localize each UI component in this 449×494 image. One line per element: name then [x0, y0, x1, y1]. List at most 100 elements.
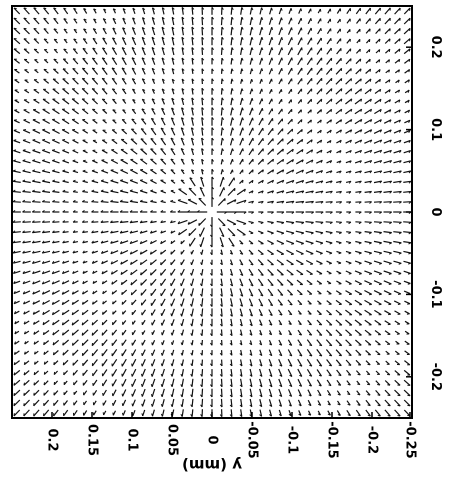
- field-arrow: [220, 308, 223, 317]
- field-arrow: [122, 8, 126, 14]
- field-arrow: [374, 119, 382, 125]
- field-arrow: [62, 58, 69, 65]
- field-arrow: [287, 47, 293, 56]
- field-arrow-head: [191, 137, 194, 141]
- field-arrow-head: [219, 333, 223, 337]
- field-arrow-head: [209, 293, 213, 297]
- field-arrow-head: [229, 404, 233, 408]
- field-arrow-head: [219, 374, 223, 377]
- field-arrow: [181, 88, 185, 95]
- field-arrow-head: [260, 263, 264, 266]
- field-arrow-head: [290, 8, 293, 11]
- field-arrow-head: [398, 129, 402, 133]
- field-arrow-head: [151, 17, 155, 20]
- field-arrow: [267, 259, 274, 266]
- field-arrow-head: [219, 252, 223, 256]
- field-arrow: [32, 280, 41, 285]
- field-arrow: [307, 27, 312, 35]
- field-arrow-head: [211, 7, 215, 10]
- field-arrow: [403, 201, 412, 203]
- field-arrow-head: [61, 301, 64, 305]
- field-arrow-head: [170, 199, 174, 202]
- field-arrow-head: [399, 201, 402, 204]
- field-arrow: [12, 221, 21, 223]
- field-arrow-head: [73, 48, 77, 50]
- field-arrow-head: [129, 179, 133, 181]
- field-arrow: [287, 378, 293, 387]
- field-arrow-head: [110, 209, 113, 213]
- field-arrow-head: [329, 344, 332, 347]
- field-arrow-head: [399, 211, 402, 215]
- field-arrow: [403, 369, 411, 376]
- field-arrow-head: [121, 67, 125, 70]
- field-arrow: [91, 201, 99, 203]
- field-arrow: [248, 249, 254, 255]
- field-arrow: [316, 77, 323, 85]
- field-arrow-head: [251, 68, 254, 72]
- field-arrow: [354, 139, 362, 144]
- field-arrow: [268, 27, 273, 36]
- field-arrow-head: [358, 221, 362, 225]
- field-arrow: [178, 188, 188, 196]
- field-arrow: [326, 260, 332, 264]
- field-arrow-head: [329, 129, 332, 133]
- field-arrow: [374, 299, 382, 305]
- field-arrow-head: [379, 160, 383, 164]
- field-arrow-head: [141, 57, 145, 60]
- field-arrow-head: [13, 129, 17, 131]
- field-arrow: [267, 169, 274, 175]
- field-arrow: [326, 359, 333, 367]
- field-arrow-head: [191, 47, 195, 50]
- field-arrow: [13, 409, 21, 417]
- field-arrow: [384, 38, 391, 44]
- field-arrow-head: [42, 179, 45, 182]
- field-arrow: [191, 388, 194, 398]
- field-arrow: [249, 329, 253, 336]
- field-arrow-head: [308, 313, 312, 315]
- field-arrow: [305, 250, 314, 255]
- field-arrow: [306, 290, 313, 295]
- field-arrow-head: [357, 383, 361, 386]
- field-arrow: [52, 289, 60, 295]
- field-arrow: [317, 27, 322, 35]
- field-arrow: [383, 139, 392, 144]
- field-arrow-head: [22, 159, 26, 162]
- field-arrow-head: [52, 240, 55, 244]
- field-arrow: [373, 201, 382, 203]
- field-arrow: [120, 240, 129, 245]
- field-arrow: [62, 139, 70, 144]
- field-arrow: [170, 268, 176, 276]
- field-arrow-head: [282, 180, 285, 183]
- field-arrow-head: [149, 230, 153, 234]
- field-arrow-head: [339, 201, 343, 204]
- field-arrow-head: [180, 394, 183, 398]
- field-arrow: [33, 320, 40, 325]
- field-arrow-head: [161, 67, 165, 71]
- field-arrow: [325, 180, 333, 184]
- field-arrow: [249, 359, 253, 367]
- field-arrow: [346, 400, 351, 406]
- field-arrow: [82, 280, 88, 285]
- field-arrow: [276, 190, 285, 194]
- field-arrow: [230, 26, 233, 36]
- field-arrow: [171, 7, 175, 15]
- field-arrow: [249, 349, 253, 356]
- field-arrow: [53, 7, 59, 15]
- field-arrow: [32, 129, 41, 134]
- field-arrow-head: [301, 129, 303, 133]
- field-arrow: [345, 260, 352, 264]
- field-arrow: [82, 129, 89, 134]
- field-arrow: [92, 28, 98, 35]
- field-arrow-head: [72, 220, 76, 223]
- field-arrow-head: [261, 68, 264, 72]
- field-arrow-head: [180, 158, 184, 161]
- field-arrow-head: [52, 139, 55, 141]
- field-arrow-head: [221, 78, 224, 82]
- field-arrow-head: [170, 158, 174, 161]
- field-arrow-head: [261, 37, 264, 40]
- field-arrow: [161, 37, 165, 46]
- field-arrow: [325, 339, 333, 347]
- field-arrow-head: [209, 374, 213, 377]
- field-arrow: [82, 231, 88, 234]
- field-arrow: [111, 279, 118, 285]
